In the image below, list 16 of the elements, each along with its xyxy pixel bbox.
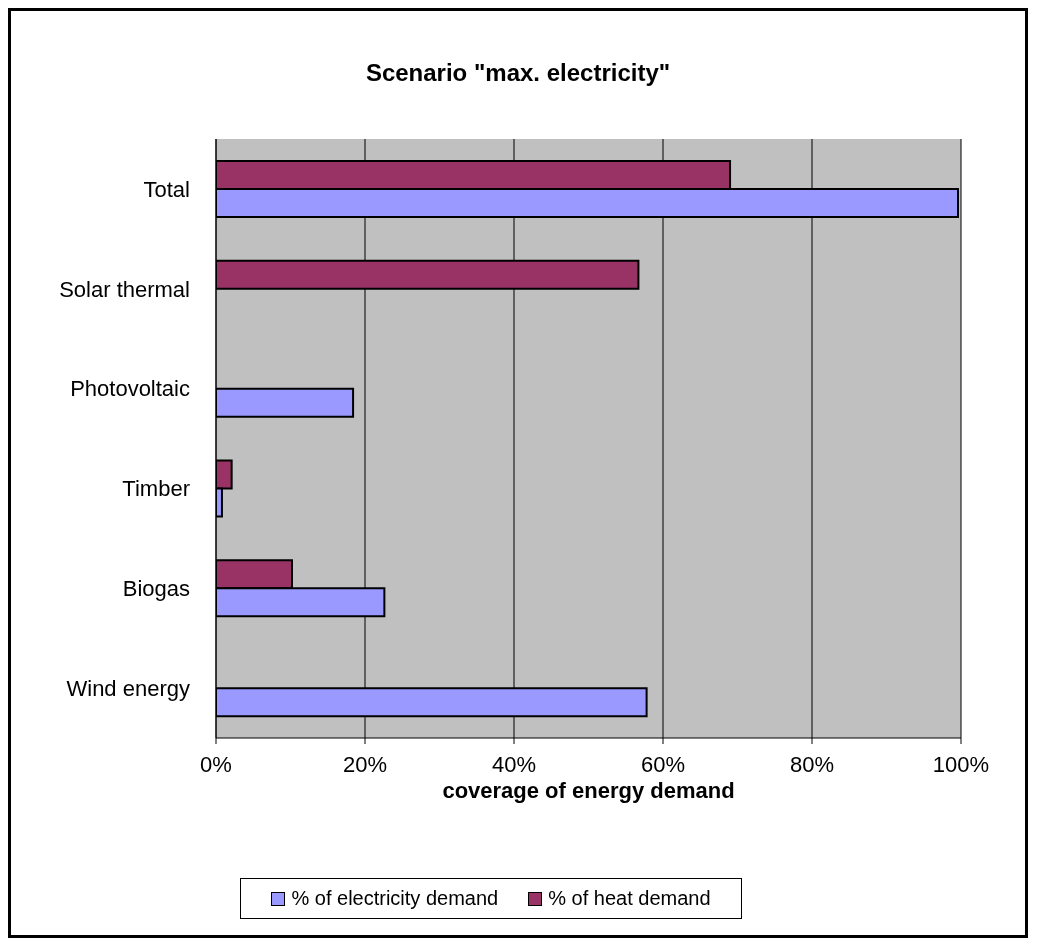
y-tick-label: Biogas <box>122 576 190 602</box>
x-axis-title: coverage of energy demand <box>442 778 735 803</box>
x-tick-label: 60% <box>640 751 686 777</box>
legend-label: % of electricity demand <box>290 887 499 910</box>
x-tick-label: 0% <box>200 751 232 777</box>
chart-title: Scenario "max. electricity" <box>364 59 672 88</box>
x-tick-label: 20% <box>342 751 388 777</box>
y-tick-label: Total <box>143 176 190 202</box>
y-tick-label: Photovoltaic <box>70 376 190 402</box>
y-tick-label: Timber <box>122 476 190 502</box>
legend-label: % of heat demand <box>547 887 711 910</box>
x-tick-label: 100% <box>932 751 990 777</box>
x-tick-label: 40% <box>491 751 537 777</box>
y-tick-label: Solar thermal <box>59 276 190 302</box>
y-tick-label: Wind energy <box>66 675 190 701</box>
x-tick-label: 80% <box>789 751 835 777</box>
